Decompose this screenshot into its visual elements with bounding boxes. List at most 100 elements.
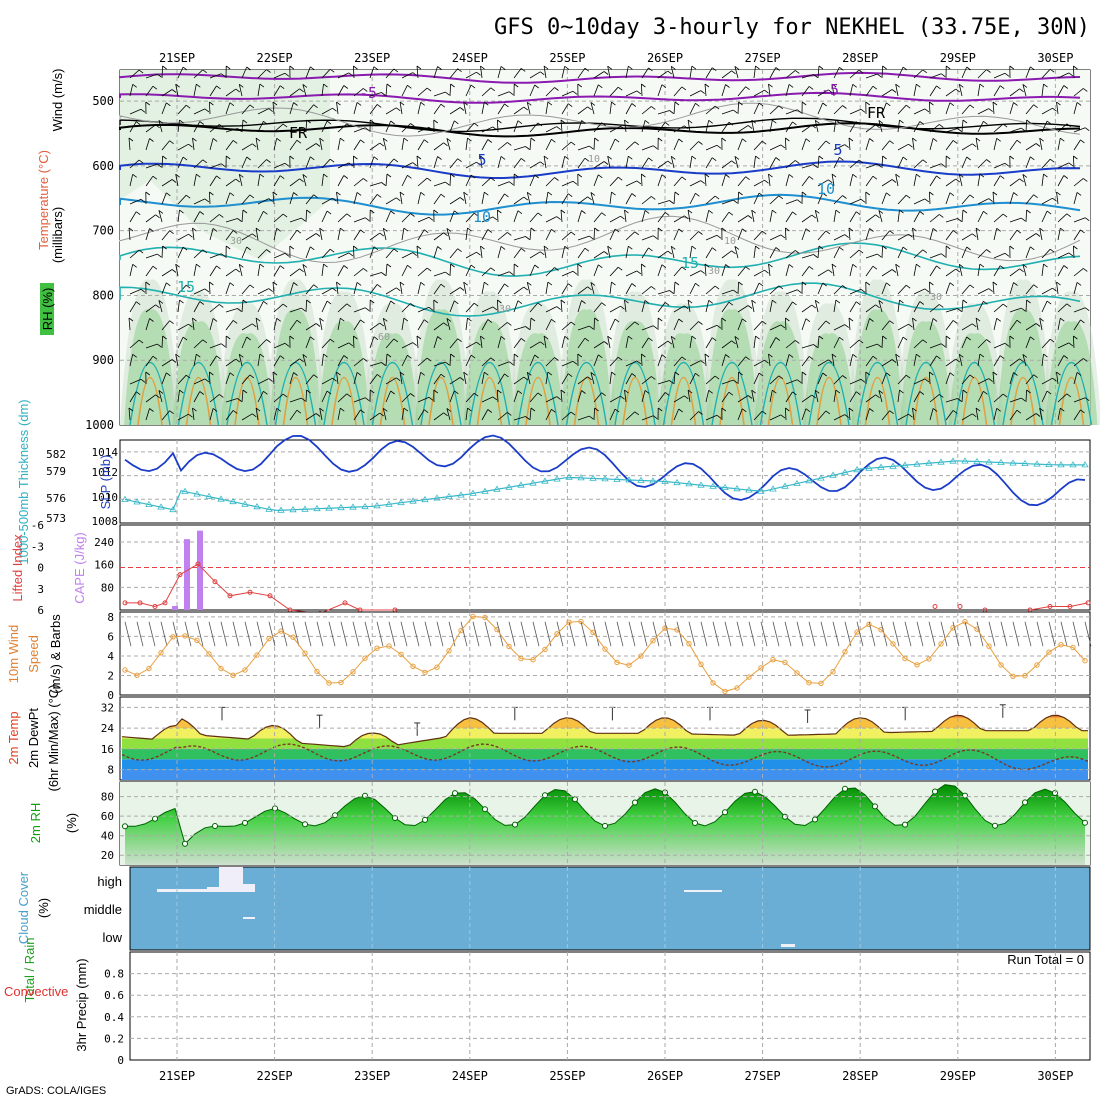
wind-barb-flag	[634, 231, 640, 236]
pressure-tick: 900	[92, 353, 114, 367]
wind-barb-flag	[276, 317, 281, 322]
wind-barb-flag	[988, 108, 993, 112]
wind-barb-flag	[983, 390, 988, 395]
wind-barb-flag	[572, 270, 578, 275]
wind-barb	[769, 157, 777, 169]
wind-barb	[319, 408, 323, 421]
wind-barb-flag	[525, 236, 530, 240]
precip-label-c: 3hr Precip (mm)	[74, 958, 89, 1051]
wind-barb	[833, 414, 845, 421]
wind-barb-flag	[772, 209, 777, 214]
precip-tick: 0.8	[104, 968, 124, 981]
wind-barb	[734, 246, 739, 259]
wind-barb-flag	[560, 209, 566, 214]
wind-barb-flag	[1073, 155, 1078, 160]
wind-barb	[753, 230, 763, 241]
wind-barb-flag	[242, 389, 248, 394]
wind-point	[962, 619, 968, 625]
wind-barb	[481, 177, 492, 187]
wind-barb-flag	[263, 390, 268, 395]
wind-barb	[817, 155, 820, 169]
wind-barb	[289, 319, 298, 331]
wind-barb-flag	[440, 373, 446, 378]
wind-barb	[1009, 358, 1020, 367]
wind-barb-flag	[695, 102, 700, 107]
wind-barb-flag	[329, 248, 335, 253]
wind-barb	[673, 371, 676, 385]
wind-barb-flag	[171, 269, 177, 273]
wind-barb	[1041, 248, 1051, 259]
wind-barb	[241, 246, 248, 259]
wind-barb	[177, 233, 189, 241]
wind-barb-flag	[969, 194, 975, 199]
thickness-marker	[217, 495, 225, 502]
wind-barb-flag	[336, 281, 341, 286]
wind-barb	[526, 192, 531, 205]
wind-barb	[401, 408, 405, 421]
wind-barb	[808, 621, 816, 647]
wind-barb-flag	[584, 157, 590, 162]
wind-barb	[321, 390, 328, 403]
wind-barb-flag	[795, 160, 800, 164]
wind-barb-flag	[745, 266, 750, 271]
wind-barb-flag	[972, 413, 977, 418]
wind-barb	[673, 266, 683, 277]
wind-barb	[751, 300, 755, 313]
wind-barb-flag	[480, 335, 485, 340]
wind-barb	[897, 374, 907, 385]
wind-barb	[321, 84, 324, 97]
wind-barb	[641, 210, 646, 223]
wind-barb-flag	[877, 163, 882, 168]
wind-barb	[785, 354, 790, 367]
wind-barb	[625, 141, 636, 151]
precip-label-b: Convective	[4, 984, 68, 999]
wind-barb-flag	[157, 73, 162, 78]
wind-barb	[625, 411, 636, 421]
wind-barb-flag	[507, 232, 512, 236]
wind-barb-flag	[446, 228, 452, 232]
wind-barb-flag	[889, 410, 894, 415]
wind-barb	[881, 192, 887, 205]
wind-barb-flag	[445, 91, 450, 96]
wind-barb-flag	[490, 267, 496, 272]
wind-barb-flag	[470, 174, 476, 179]
wind-label-b: Speed	[26, 635, 41, 673]
wind-barb-flag	[204, 108, 210, 113]
wind-barb-flag	[437, 156, 442, 160]
wind-barb-flag	[443, 142, 448, 147]
wind-barb	[1009, 409, 1018, 421]
wind-barb-flag	[912, 137, 917, 142]
wind-barb	[561, 141, 572, 151]
wind-barb-flag	[145, 371, 151, 376]
wind-barb-flag	[992, 191, 998, 196]
wind-barb	[1041, 210, 1048, 223]
wind-barb	[865, 304, 876, 313]
wind-barb-flag	[674, 281, 680, 286]
wind-barb	[849, 198, 862, 205]
profile-mb-label: (millibars)	[50, 207, 65, 263]
wind-barb	[814, 300, 819, 313]
wind-barb-flag	[614, 228, 620, 233]
wind-tick: 6	[107, 630, 114, 643]
wind-barb-flag	[778, 285, 784, 290]
wind-barb	[1009, 88, 1020, 97]
wind-marks	[122, 613, 1092, 695]
wind-barb	[273, 162, 286, 169]
wind-barb	[353, 127, 366, 133]
wind-barb	[849, 288, 862, 295]
wind-barb-flag	[443, 232, 448, 237]
wind-barb-flag	[381, 92, 386, 96]
wind-barb	[929, 191, 931, 205]
wind-barb	[177, 336, 184, 349]
wind-point	[362, 655, 368, 661]
thickness-marker	[169, 505, 177, 513]
wind-line	[124, 615, 1086, 692]
thickness-marker	[397, 498, 405, 506]
wind-barb	[545, 177, 555, 187]
wind-barb	[382, 408, 387, 421]
wind-barb	[849, 339, 860, 349]
wind-barb-flag	[796, 109, 802, 114]
wind-barb	[616, 621, 624, 647]
wind-barb	[961, 143, 973, 151]
wind-barb-flag	[1039, 407, 1044, 412]
